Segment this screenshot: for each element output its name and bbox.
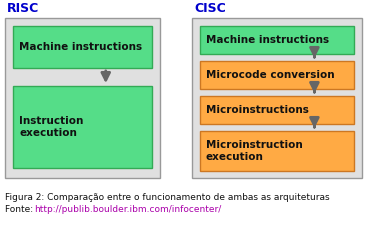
FancyBboxPatch shape [5, 18, 160, 178]
Text: http://publib.boulder.ibm.com/infocenter/: http://publib.boulder.ibm.com/infocenter… [34, 205, 221, 214]
FancyBboxPatch shape [200, 131, 354, 171]
Text: Machine instructions: Machine instructions [206, 35, 329, 45]
Text: Microinstruction
execution: Microinstruction execution [206, 140, 303, 162]
FancyBboxPatch shape [200, 26, 354, 54]
Text: Machine instructions: Machine instructions [19, 42, 142, 52]
Text: Fonte:: Fonte: [5, 205, 36, 214]
Text: Instruction
execution: Instruction execution [19, 116, 83, 138]
Text: CISC: CISC [194, 2, 226, 15]
Text: RISC: RISC [7, 2, 39, 15]
FancyBboxPatch shape [192, 18, 362, 178]
FancyBboxPatch shape [200, 61, 354, 89]
Text: Figura 2: Comparação entre o funcionamento de ambas as arquiteturas: Figura 2: Comparação entre o funcionamen… [5, 193, 330, 202]
FancyBboxPatch shape [13, 26, 152, 68]
Text: Microcode conversion: Microcode conversion [206, 70, 335, 80]
FancyBboxPatch shape [200, 96, 354, 124]
FancyBboxPatch shape [13, 86, 152, 168]
Text: Microinstructions: Microinstructions [206, 105, 309, 115]
